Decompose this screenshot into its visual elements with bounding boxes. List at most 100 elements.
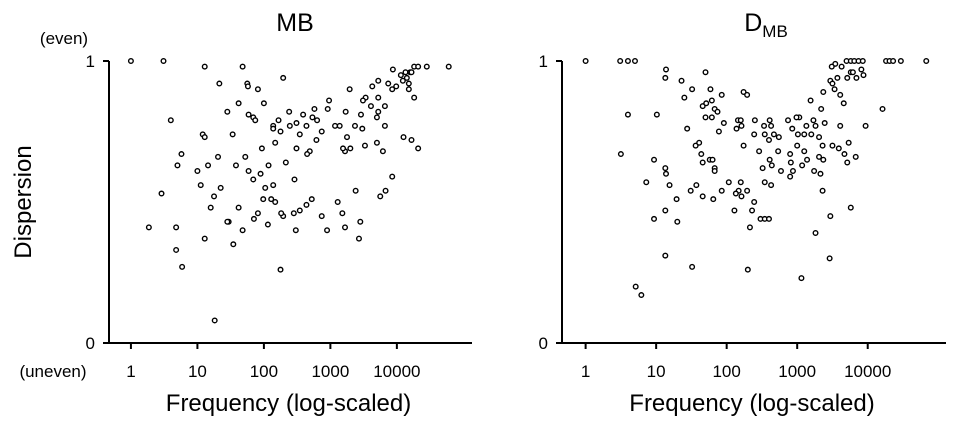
data-point xyxy=(812,122,819,129)
data-point xyxy=(347,145,354,152)
data-point xyxy=(751,117,758,124)
data-point xyxy=(254,210,261,217)
x-tick-label: 10 xyxy=(647,362,666,381)
data-point xyxy=(631,58,638,65)
data-point xyxy=(201,134,208,141)
data-point xyxy=(708,97,715,104)
data-point xyxy=(768,182,775,189)
data-point xyxy=(239,63,246,70)
data-point xyxy=(382,187,389,194)
data-point xyxy=(275,117,282,124)
data-point xyxy=(258,145,265,152)
data-point xyxy=(262,184,269,191)
data-point xyxy=(379,148,386,155)
data-point xyxy=(766,117,773,124)
data-point xyxy=(357,218,364,225)
data-point xyxy=(643,179,650,186)
data-point xyxy=(254,86,261,93)
data-point xyxy=(732,190,739,197)
data-point xyxy=(408,136,415,143)
data-point xyxy=(145,224,152,231)
data-point xyxy=(300,111,307,118)
data-point xyxy=(663,66,670,73)
x-axis-label: Frequency (log-scaled) xyxy=(166,390,411,417)
data-point xyxy=(389,86,396,93)
data-point xyxy=(707,86,714,93)
y-tick-label: 0 xyxy=(539,334,548,353)
data-point xyxy=(309,114,316,121)
data-point xyxy=(844,74,851,81)
data-point xyxy=(397,72,404,79)
data-point xyxy=(375,77,382,84)
data-point xyxy=(277,266,284,273)
data-point xyxy=(835,145,842,152)
data-point xyxy=(818,105,825,112)
data-point xyxy=(849,69,856,76)
data-point xyxy=(820,89,827,96)
data-point xyxy=(725,179,732,186)
data-point xyxy=(731,207,738,214)
data-point xyxy=(423,63,430,70)
data-point xyxy=(699,193,706,200)
data-point xyxy=(235,100,242,107)
data-point xyxy=(211,317,218,324)
data-point xyxy=(415,145,422,152)
data-point xyxy=(829,80,836,87)
data-point xyxy=(158,190,165,197)
data-point xyxy=(787,151,794,158)
data-point xyxy=(756,148,763,155)
data-point xyxy=(799,162,806,169)
data-point xyxy=(400,134,407,141)
data-point xyxy=(582,58,589,65)
data-point xyxy=(334,198,341,205)
data-point xyxy=(351,122,358,129)
panel-mb: MB 0 1 1 10 100 1000 10000 Frequency (log-scaled… xyxy=(86,9,472,417)
data-point xyxy=(765,136,772,143)
x-tick-label: 10000 xyxy=(373,362,420,381)
data-point xyxy=(651,215,658,222)
data-point xyxy=(847,204,854,211)
data-point xyxy=(751,198,758,205)
data-point xyxy=(250,215,257,222)
data-point xyxy=(239,227,246,234)
data-point xyxy=(775,148,782,155)
data-point xyxy=(224,108,231,115)
data-point xyxy=(252,117,259,124)
data-point xyxy=(399,77,406,84)
data-point xyxy=(445,63,452,70)
data-point xyxy=(808,131,815,138)
data-point xyxy=(359,97,366,104)
data-point xyxy=(653,111,660,118)
data-point xyxy=(244,83,251,90)
data-point xyxy=(197,182,204,189)
data-point xyxy=(303,201,310,208)
chart-title: MB xyxy=(276,9,314,37)
data-point xyxy=(245,111,252,118)
data-point xyxy=(923,58,930,65)
data-point xyxy=(698,151,705,158)
data-point xyxy=(879,105,886,112)
data-point xyxy=(837,91,844,98)
data-point xyxy=(662,74,669,81)
data-point xyxy=(624,111,631,118)
data-point xyxy=(342,224,349,231)
data-point xyxy=(291,176,298,183)
data-point xyxy=(859,58,866,65)
data-point xyxy=(827,213,834,220)
data-point xyxy=(702,69,709,76)
data-point xyxy=(265,162,272,169)
data-point xyxy=(260,196,267,203)
data-point xyxy=(216,80,223,87)
data-point xyxy=(411,94,418,101)
data-point xyxy=(277,128,284,135)
data-point xyxy=(761,179,768,186)
data-point xyxy=(290,210,297,217)
data-point xyxy=(837,122,844,129)
data-point xyxy=(787,159,794,166)
data-point xyxy=(737,179,744,186)
data-point xyxy=(324,227,331,234)
data-point xyxy=(651,156,658,163)
data-point xyxy=(840,100,847,107)
chart-title-subscript: MB xyxy=(762,22,788,41)
